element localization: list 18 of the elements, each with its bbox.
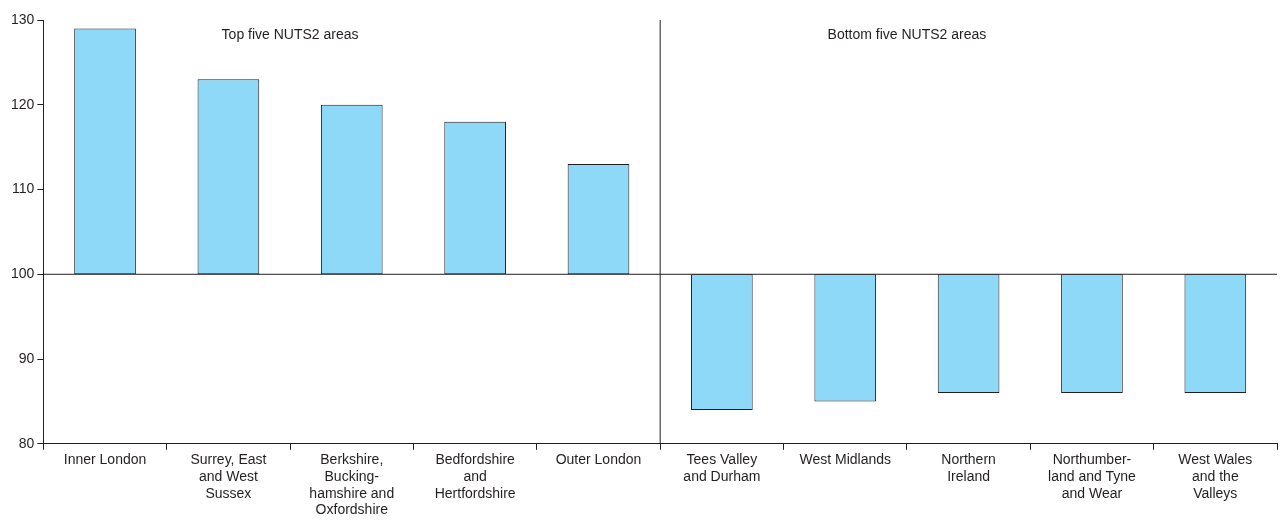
- x-tick-label: Tees Valley and Durham: [683, 451, 761, 484]
- y-tick-label: 110: [12, 180, 35, 197]
- x-tick-label: Inner London: [63, 451, 147, 468]
- x-tick-label: Northern Ireland: [941, 451, 996, 484]
- y-tick-label: 100: [11, 265, 35, 282]
- y-tick-label: 130: [11, 10, 35, 27]
- x-tick-label: Outer London: [555, 451, 642, 468]
- x-tick-label: West Midlands: [799, 451, 892, 468]
- y-tick-label: 90: [18, 349, 35, 366]
- annotation: Bottom five NUTS2 areas: [827, 25, 987, 42]
- annotation: Top five NUTS2 areas: [221, 25, 359, 42]
- x-tick-label: West Wales and the Valleys: [1178, 451, 1253, 501]
- x-tick-label: Surrey, East and West Sussex: [190, 451, 267, 501]
- x-tick-label: Bedfordshire and Hertfordshire: [434, 451, 516, 501]
- x-tick-label: Berkshire, Bucking- hamshire and Oxfordshire: [309, 451, 395, 518]
- y-tick-label: 120: [11, 95, 35, 112]
- x-tick-label: Northumber- land and Tyne and Wear: [1048, 451, 1137, 501]
- y-tick-label: 80: [18, 434, 35, 451]
